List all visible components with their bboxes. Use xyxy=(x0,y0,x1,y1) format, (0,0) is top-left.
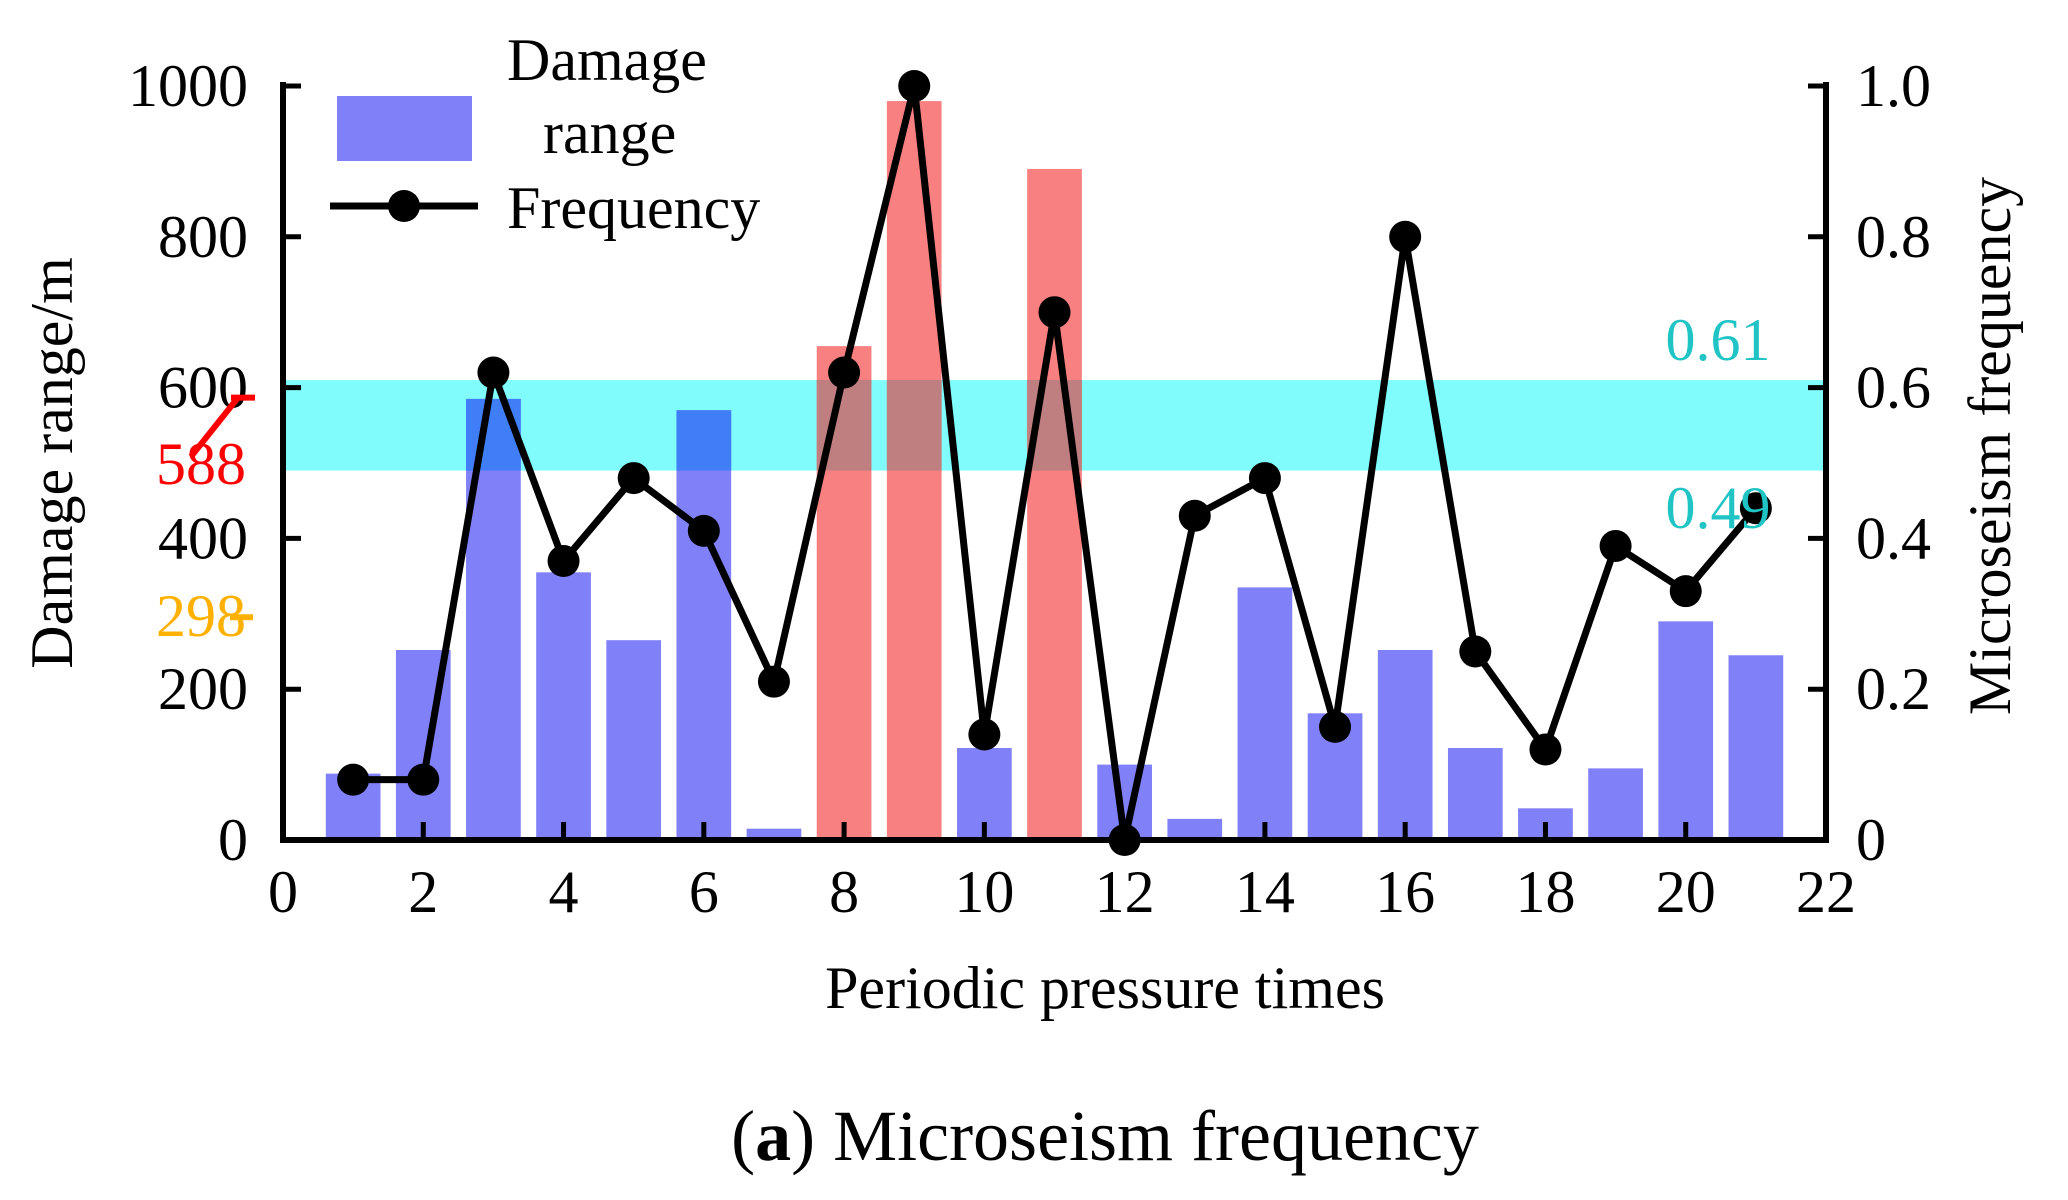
bar-band-overlap-3 xyxy=(466,398,521,471)
y-right-tick-label-0.2: 0.2 xyxy=(1856,656,1931,722)
y-left-tick-label-200: 200 xyxy=(158,656,248,722)
x-tick-label-8: 8 xyxy=(829,859,859,925)
x-tick-label-20: 20 xyxy=(1656,859,1716,925)
frequency-point-7 xyxy=(757,665,790,698)
bars-layer xyxy=(325,101,1784,840)
frequency-point-3 xyxy=(477,356,510,389)
y-right-tick-label-1.0: 1.0 xyxy=(1856,53,1931,119)
caption-label: a xyxy=(755,1096,791,1176)
frequency-point-20 xyxy=(1669,575,1702,608)
x-tick-label-12: 12 xyxy=(1095,859,1155,925)
axes-layer xyxy=(280,82,1829,843)
frequency-point-14 xyxy=(1248,462,1281,495)
y-right-tick-label-0: 0 xyxy=(1856,807,1886,873)
x-tick-label-6: 6 xyxy=(689,859,719,925)
y-right-tick-label-0.8: 0.8 xyxy=(1856,204,1931,270)
legend-line-marker xyxy=(388,190,420,222)
annotation-588-leader xyxy=(188,394,255,459)
x-tick-label-0: 0 xyxy=(268,859,298,925)
frequency-point-4 xyxy=(547,545,580,578)
legend-bar-label-line2: range xyxy=(543,100,676,166)
x-tick-label-18: 18 xyxy=(1515,859,1575,925)
y-left-tick-label-1000: 1000 xyxy=(128,53,248,119)
bar-band-overlap-9 xyxy=(886,380,942,471)
x-tick-label-4: 4 xyxy=(549,859,579,925)
bar-4 xyxy=(536,572,591,840)
frequency-point-9 xyxy=(898,70,931,102)
frequency-point-16 xyxy=(1389,220,1422,253)
frequency-point-18 xyxy=(1529,733,1562,766)
figure-caption: (a) Microseism frequency xyxy=(731,1096,1479,1176)
frequency-point-15 xyxy=(1319,710,1352,743)
bar-20 xyxy=(1658,621,1714,840)
ticks-layer: 0 2 4 6 8 10 12 14 16 18 20 220200400600800100000.2… xyxy=(128,53,1931,925)
x-tick-label-16: 16 xyxy=(1375,859,1435,925)
frequency-point-21 xyxy=(1739,492,1772,525)
bar-11 xyxy=(1027,168,1082,840)
x-tick-label-22: 22 xyxy=(1796,859,1856,925)
frequency-point-17 xyxy=(1459,635,1492,668)
x-tick-label-10: 10 xyxy=(954,859,1014,925)
bar-17 xyxy=(1447,748,1503,840)
frequency-point-2 xyxy=(407,763,440,796)
annotation-588-label: 588 xyxy=(156,431,246,497)
annotation-298-label: 298 xyxy=(156,583,246,649)
frequency-point-10 xyxy=(968,718,1001,751)
bar-6 xyxy=(676,410,732,840)
bar-13 xyxy=(1167,818,1223,840)
annotation-layer: 588 298 0.61 0.49 xyxy=(156,307,1771,649)
band-lower-label: 0.49 xyxy=(1666,475,1771,541)
legend-line-label: Frequency xyxy=(507,175,760,241)
y-left-tick-label-400: 400 xyxy=(158,505,248,571)
caption-open-paren: ( xyxy=(731,1096,755,1176)
line-layer xyxy=(337,70,1772,856)
x-tick-label-2: 2 xyxy=(408,859,438,925)
x-axis-title: Periodic pressure times xyxy=(825,955,1385,1021)
bar-16 xyxy=(1377,649,1433,840)
frequency-point-5 xyxy=(617,462,650,495)
y-right-axis-title: Microseism frequency xyxy=(1957,177,2023,715)
x-tick-label-14: 14 xyxy=(1235,859,1295,925)
frequency-point-6 xyxy=(687,514,720,547)
frequency-point-11 xyxy=(1038,296,1071,329)
band-upper-label: 0.61 xyxy=(1666,307,1771,373)
bar-19 xyxy=(1588,768,1643,840)
bar-21 xyxy=(1728,655,1784,840)
bar-5 xyxy=(606,640,662,840)
y-right-tick-label-0.4: 0.4 xyxy=(1856,505,1931,571)
caption-text: ) Microseism frequency xyxy=(791,1096,1479,1176)
frequency-point-1 xyxy=(337,763,370,796)
frequency-point-8 xyxy=(828,356,861,389)
legend: Damage range Frequency xyxy=(330,27,760,241)
y-left-tick-label-600: 600 xyxy=(158,355,248,421)
bar-14 xyxy=(1237,587,1293,840)
bar-band-overlap-6 xyxy=(676,410,732,471)
y-left-tick-label-0: 0 xyxy=(218,807,248,873)
legend-bar-label-line1: Damage xyxy=(507,27,707,93)
frequency-point-19 xyxy=(1599,529,1632,562)
y-left-axis-title: Damage range/m xyxy=(19,257,85,668)
legend-bar-swatch xyxy=(337,96,472,161)
y-left-tick-label-800: 800 xyxy=(158,204,248,270)
bar-7 xyxy=(746,828,802,840)
y-right-tick-label-0.6: 0.6 xyxy=(1856,355,1931,421)
frequency-point-13 xyxy=(1178,499,1211,532)
